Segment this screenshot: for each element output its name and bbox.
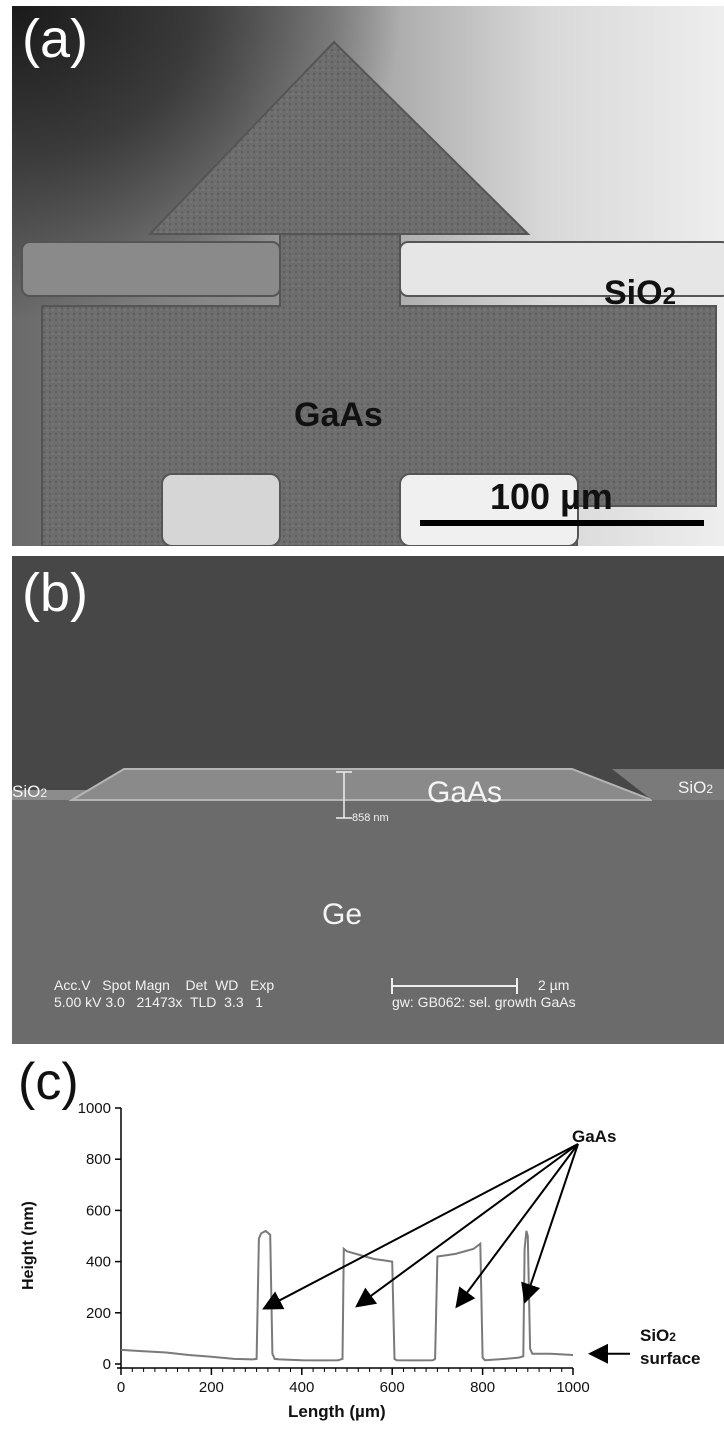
profile-panel-c: (c) 0 200 400 600 800 1000 0 200 400 600 800 1000 H… xyxy=(0,1050,724,1434)
x-tick-label: 800 xyxy=(470,1379,495,1396)
y-tick-label: 800 xyxy=(86,1151,111,1168)
thickness-label: 858 nm xyxy=(352,812,389,824)
x-axis-label: Length (µm) xyxy=(288,1402,386,1421)
profile-line-0 xyxy=(120,1229,574,1362)
sem-scale-label: 2 µm xyxy=(538,977,570,993)
gaas-label: GaAs xyxy=(294,396,383,434)
sio2-left-label: SiO2 xyxy=(12,782,48,801)
scalebar-label: 100 µm xyxy=(490,476,613,517)
x-tick-label: 600 xyxy=(380,1379,405,1396)
sem-cross-section xyxy=(12,768,724,1044)
y-tick-label: 200 xyxy=(86,1305,111,1322)
panel-label-b: (b) xyxy=(22,563,88,623)
panel-label-c: (c) xyxy=(18,1053,79,1111)
gaas-arrow-pattern xyxy=(21,40,724,546)
y-axis-label: Height (nm) xyxy=(20,1201,37,1290)
scalebar xyxy=(420,520,704,526)
sem-info-values: 5.00 kV 3.0 21473x TLD 3.3 1 xyxy=(54,994,264,1010)
y-tick-label: 0 xyxy=(103,1356,111,1373)
chart-axes: 0 200 400 600 800 1000 0 200 400 600 800 1000 xyxy=(78,1100,590,1396)
x-tick-label: 400 xyxy=(289,1379,314,1396)
gaas-arrow-3 xyxy=(521,1143,579,1304)
panel-label-a: (a) xyxy=(22,9,88,69)
chart-annotations xyxy=(262,1143,630,1364)
height-profile-chart: 0 200 400 600 800 1000 0 200 400 600 800 1000 xyxy=(78,1100,630,1396)
gaas-annotation: GaAs xyxy=(572,1127,617,1146)
y-tick-label: 400 xyxy=(86,1254,111,1271)
y-tick-label: 1000 xyxy=(78,1100,111,1117)
gaas-arrow-2 xyxy=(455,1143,579,1309)
ge-substrate-label: Ge xyxy=(322,898,363,931)
sio2-right-label: SiO2 xyxy=(678,778,714,797)
gaas-arrow-1 xyxy=(355,1143,579,1308)
sio2-label: SiO2 xyxy=(604,274,676,312)
gaas-layer-label: GaAs xyxy=(427,776,503,809)
sem-panel-b: (b) GaAs Ge SiO2 SiO2 858 nm 2 µm Acc.V … xyxy=(12,556,724,1044)
sem-sample-text: gw: GB062: sel. growth GaAs xyxy=(392,994,576,1010)
x-tick-label: 200 xyxy=(199,1379,224,1396)
x-tick-label: 1000 xyxy=(556,1379,589,1396)
gaas-arrow-0 xyxy=(262,1143,579,1310)
micrograph-panel-a: (a) GaAs SiO2 100 µm xyxy=(12,6,724,546)
sio2-surface-annotation: SiO2 surface xyxy=(640,1326,701,1368)
sem-info-header: Acc.V Spot Magn Det WD Exp xyxy=(54,977,275,993)
x-tick-label: 0 xyxy=(117,1379,125,1396)
y-tick-label: 600 xyxy=(86,1202,111,1219)
chart-series xyxy=(120,1229,574,1362)
